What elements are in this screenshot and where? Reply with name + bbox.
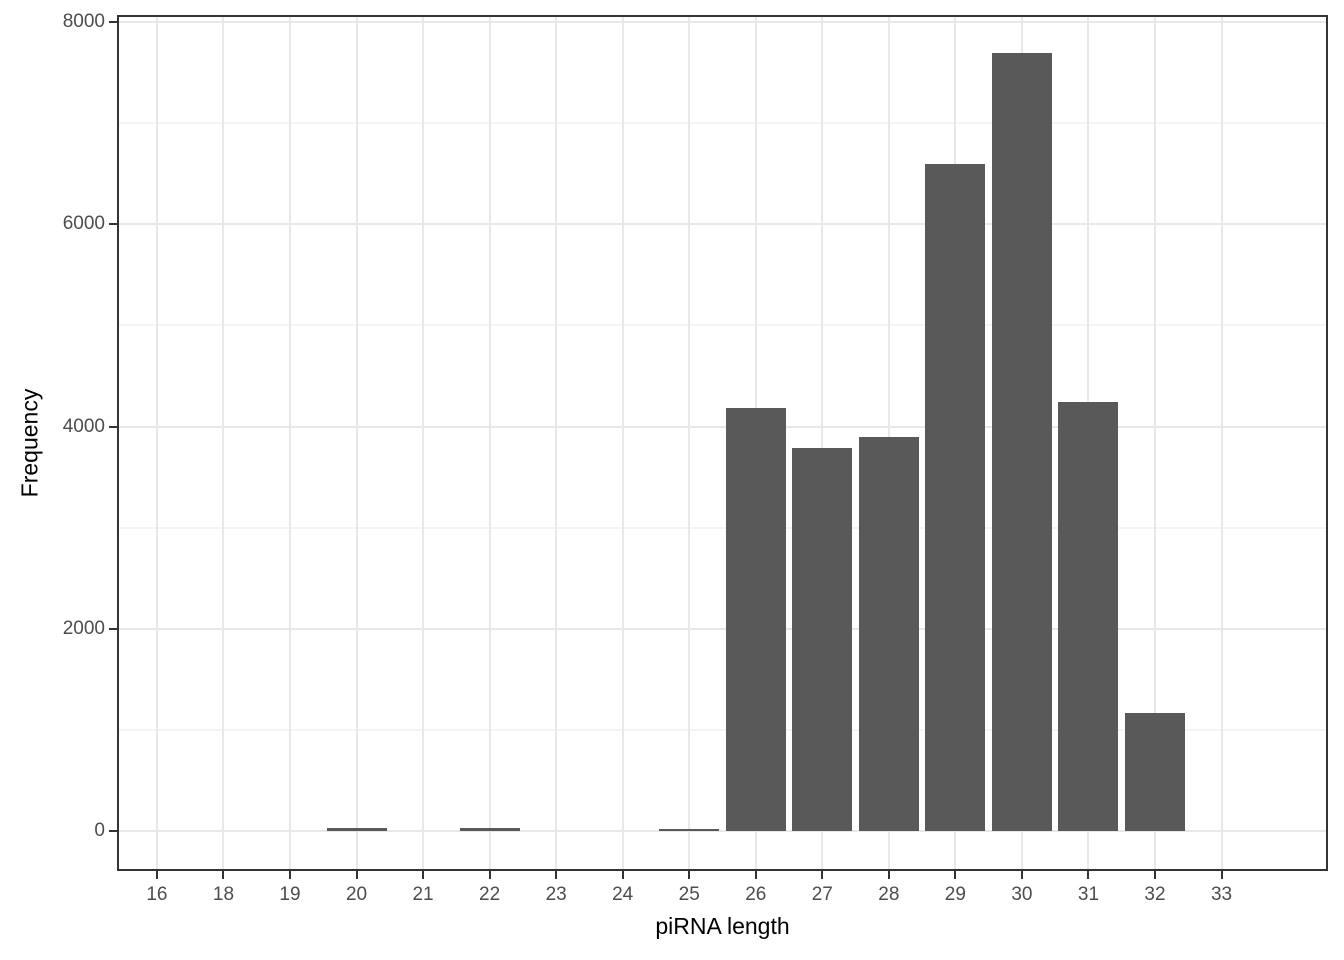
gridline-minor-y bbox=[117, 324, 1328, 327]
x-axis-tick bbox=[621, 871, 624, 879]
gridline-major-x bbox=[222, 15, 225, 871]
y-axis-title: Frequency bbox=[16, 388, 43, 498]
x-axis-tick bbox=[754, 871, 757, 879]
histogram-bar bbox=[1058, 402, 1118, 831]
gridline-major-x bbox=[821, 15, 824, 871]
y-axis-tick bbox=[109, 21, 117, 23]
x-tick-label: 16 bbox=[146, 884, 168, 905]
gridline-minor-y bbox=[117, 122, 1328, 125]
gridline-major-x bbox=[555, 15, 558, 871]
x-tick-label: 29 bbox=[944, 884, 966, 905]
gridline-major-y bbox=[117, 21, 1328, 23]
gridline-major-x bbox=[355, 15, 358, 871]
x-tick-label: 28 bbox=[878, 884, 900, 905]
histogram-bar bbox=[460, 828, 520, 831]
gridline-major-y bbox=[117, 223, 1328, 226]
x-tick-label: 21 bbox=[412, 884, 434, 905]
x-axis-tick bbox=[155, 871, 158, 879]
x-tick-label: 22 bbox=[479, 884, 501, 905]
x-axis-title: piRNA length bbox=[655, 913, 790, 939]
histogram-bar bbox=[925, 164, 985, 831]
x-axis-tick bbox=[1220, 871, 1223, 879]
gridline-major-y bbox=[117, 627, 1328, 630]
y-tick-label: 4000 bbox=[62, 415, 105, 437]
y-tick-label: 2000 bbox=[62, 617, 105, 639]
x-axis-tick bbox=[688, 871, 691, 879]
gridline-major-x bbox=[422, 15, 425, 871]
histogram-bar bbox=[1125, 713, 1185, 831]
x-tick-label: 31 bbox=[1077, 884, 1100, 905]
x-tick-label: 23 bbox=[545, 884, 567, 905]
gridline-major-x bbox=[1154, 15, 1156, 871]
gridline-major-x bbox=[289, 15, 291, 871]
gridline-minor-y bbox=[117, 728, 1328, 731]
histogram-bar bbox=[659, 829, 719, 831]
x-tick-label: 25 bbox=[678, 884, 700, 905]
x-tick-label: 19 bbox=[279, 884, 301, 905]
y-axis-tick bbox=[109, 830, 117, 832]
histogram-bar bbox=[327, 828, 387, 831]
x-tick-label: 27 bbox=[811, 884, 833, 905]
x-axis-tick bbox=[954, 871, 957, 879]
y-axis-tick bbox=[109, 223, 117, 226]
gridline-major-y bbox=[117, 830, 1328, 832]
y-tick-label: 6000 bbox=[62, 213, 105, 235]
x-tick-label: 33 bbox=[1210, 884, 1233, 905]
gridline-major-x bbox=[1220, 15, 1223, 871]
plot-panel bbox=[117, 15, 1328, 871]
x-axis-tick bbox=[887, 871, 890, 879]
gridline-major-x bbox=[621, 15, 624, 871]
x-axis-tick bbox=[355, 871, 358, 879]
y-tick-label: 0 bbox=[94, 820, 105, 841]
gridline-major-x bbox=[155, 15, 158, 871]
gridline-major-y bbox=[117, 425, 1328, 428]
y-tick-label: 8000 bbox=[62, 11, 105, 32]
histogram-bar bbox=[992, 53, 1052, 831]
x-axis-tick bbox=[1154, 871, 1156, 879]
histogram-bar bbox=[792, 448, 852, 831]
x-tick-label: 24 bbox=[612, 884, 634, 905]
x-axis-tick bbox=[1087, 871, 1090, 879]
x-axis-tick bbox=[422, 871, 425, 879]
gridline-minor-y bbox=[117, 526, 1328, 529]
x-tick-label: 32 bbox=[1144, 884, 1166, 905]
x-axis-tick bbox=[821, 871, 824, 879]
gridline-major-x bbox=[488, 15, 491, 871]
x-axis-tick bbox=[289, 871, 291, 879]
histogram-bar bbox=[726, 408, 786, 831]
x-tick-label: 20 bbox=[345, 884, 368, 905]
gridline-major-x bbox=[688, 15, 691, 871]
x-tick-label: 30 bbox=[1011, 884, 1033, 905]
x-axis-tick bbox=[488, 871, 491, 879]
x-axis-tick bbox=[1020, 871, 1023, 879]
x-axis-tick bbox=[555, 871, 558, 879]
histogram-bar bbox=[859, 437, 919, 831]
x-tick-label: 18 bbox=[212, 884, 235, 905]
y-axis-tick bbox=[109, 425, 117, 428]
x-tick-label: 26 bbox=[745, 884, 767, 905]
y-axis-tick bbox=[109, 627, 117, 630]
x-axis-tick bbox=[222, 871, 225, 879]
